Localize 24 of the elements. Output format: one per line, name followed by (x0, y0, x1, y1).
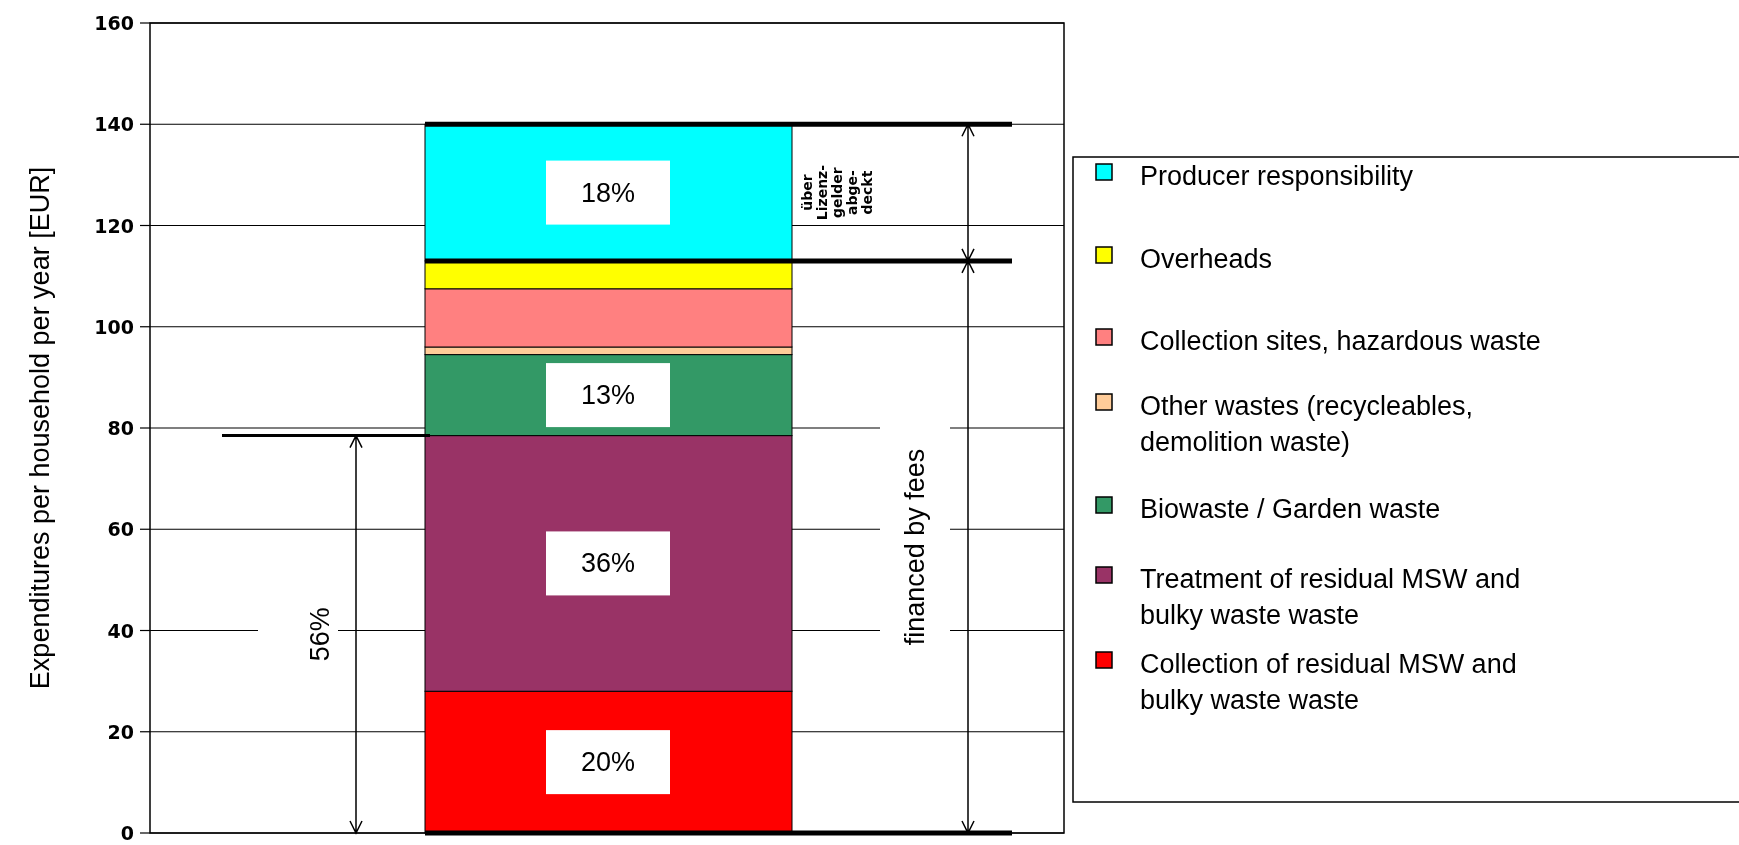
y-tick-label: 100 (94, 315, 134, 338)
y-tick-label: 40 (107, 619, 134, 642)
y-axis-title: Expenditures per household per year [EUR] (25, 166, 55, 690)
legend-label: Biowaste / Garden waste (1140, 494, 1441, 524)
legend-label: Collection sites, hazardous waste (1140, 326, 1541, 356)
y-tick-label: 80 (107, 417, 134, 439)
y-tick-label: 160 (94, 12, 134, 34)
legend-label: Treatment of residual MSW and bulky waste waste (1140, 564, 1521, 630)
annotation: financed by fees (900, 448, 930, 646)
annotation: 56% (305, 607, 335, 662)
annotation: 18% (580, 177, 636, 208)
annotation: 13% (580, 380, 636, 411)
y-tick-label: 120 (94, 214, 134, 237)
legend-label: Collection of residual MSW and bulky waste waste (1140, 649, 1517, 715)
y-tick-label: 20 (107, 720, 134, 743)
annotation: über Lizenz- gelder abge- deckt (799, 164, 875, 221)
legend-label: Other wastes (recycleables, demolition waste) (1140, 391, 1474, 457)
y-tick-label: 0 (120, 822, 134, 844)
legend-label: Producer responsibility (1140, 161, 1414, 191)
y-tick-label: 60 (107, 518, 134, 541)
annotation: 36% (580, 548, 636, 579)
legend-label: Overheads (1140, 244, 1273, 274)
annotation: 20% (580, 747, 636, 778)
y-tick-label: 140 (94, 113, 134, 136)
